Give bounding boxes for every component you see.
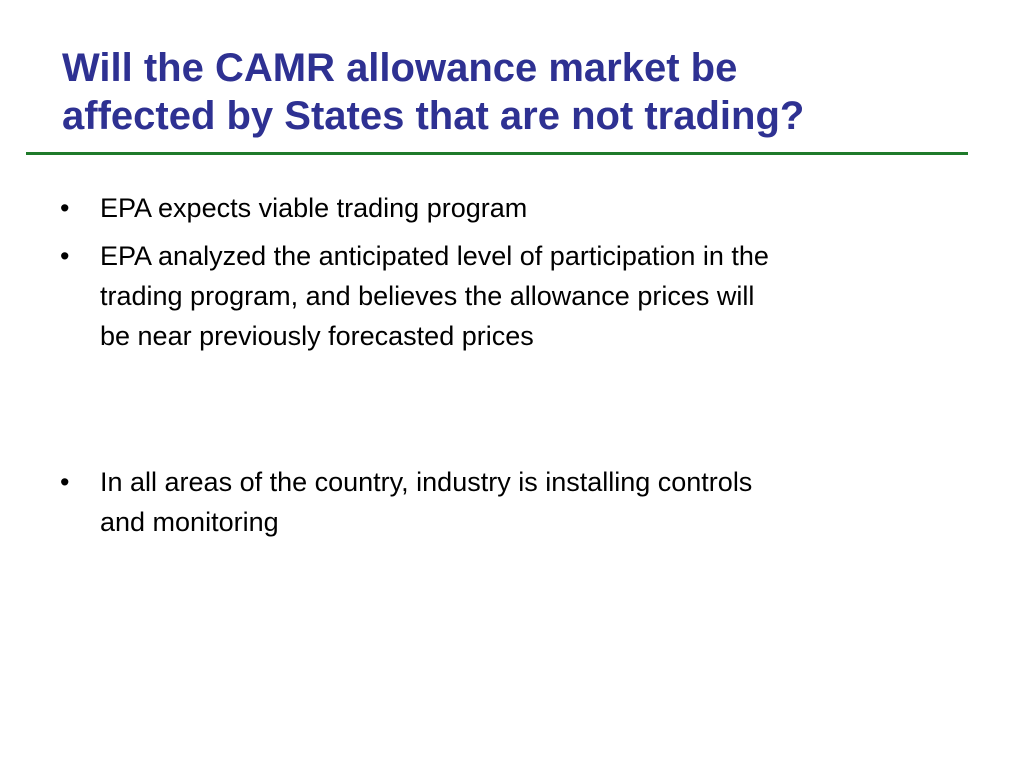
bullet-dot-icon: • bbox=[60, 241, 70, 271]
title-divider bbox=[26, 152, 968, 155]
bullet-list: • EPA expects viable trading program • E… bbox=[60, 188, 960, 542]
bullet-3-line-1: In all areas of the country, industry is… bbox=[100, 467, 753, 497]
bullet-2-line-1: EPA analyzed the anticipated level of pa… bbox=[100, 241, 769, 271]
bullet-2-line-2: trading program, and believes the allowa… bbox=[100, 281, 755, 311]
slide-title: Will the CAMR allowance market be affect… bbox=[62, 44, 962, 140]
bullet-2-line-3: be near previously forecasted prices bbox=[100, 321, 534, 351]
bullet-dot-icon: • bbox=[60, 467, 70, 497]
bullet-item-3: • In all areas of the country, industry … bbox=[60, 462, 960, 542]
slide-title-line-2: affected by States that are not trading? bbox=[62, 94, 805, 138]
bullet-item-1: • EPA expects viable trading program bbox=[60, 188, 960, 228]
bullet-dot-icon: • bbox=[60, 193, 70, 223]
bullet-item-2: • EPA analyzed the anticipated level of … bbox=[60, 236, 960, 356]
bullet-1-line-1: EPA expects viable trading program bbox=[100, 193, 528, 223]
slide-title-line-1: Will the CAMR allowance market be bbox=[62, 46, 738, 90]
bullet-3-line-2: and monitoring bbox=[100, 507, 279, 537]
